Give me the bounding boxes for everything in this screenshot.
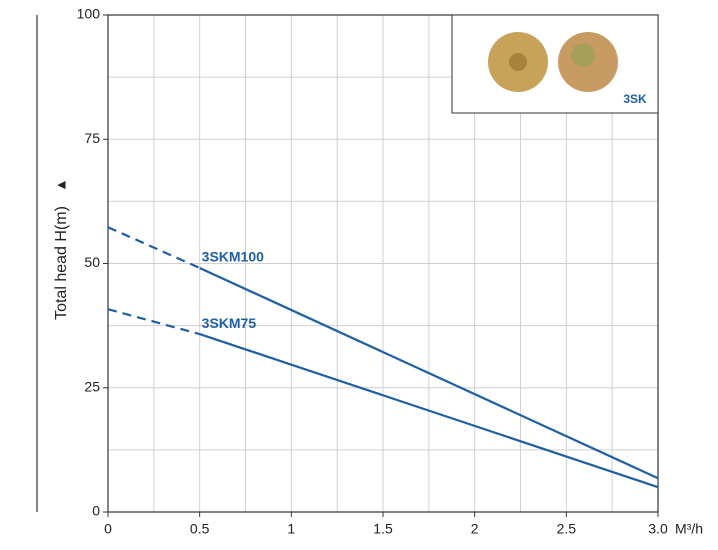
impeller-detail [571, 43, 595, 67]
x-tick-label: 1 [287, 521, 295, 537]
y-tick-label: 25 [84, 378, 100, 394]
y-axis-label: Total head H(m) [53, 206, 70, 320]
line-series [199, 333, 659, 489]
line-series [107, 308, 200, 336]
y-axis-arrow: ▲ [53, 178, 69, 192]
y-tick-label: 50 [84, 254, 100, 270]
y-tick-label: 0 [92, 503, 100, 519]
inset-box [451, 14, 659, 114]
line-series [107, 226, 201, 269]
x-tick-label: 2 [471, 521, 479, 537]
inset-label: 3SK [623, 92, 647, 106]
x-tick-label: 1.5 [373, 521, 393, 537]
inset: 3SK [451, 14, 659, 114]
x-unit: M³/h [675, 521, 703, 537]
y-tick-label: 75 [84, 130, 100, 146]
line-series [199, 266, 659, 480]
series-label: 3SKM100 [202, 249, 264, 265]
x-tick-label: 0 [104, 521, 112, 537]
plot-frame [107, 14, 659, 513]
y-tick-label: 100 [77, 6, 101, 22]
x-tick-label: 3.0 [648, 521, 668, 537]
x-tick-label: 0.5 [190, 521, 210, 537]
x-tick-label: 2.5 [557, 521, 577, 537]
series-label: 3SKM75 [202, 315, 257, 331]
impeller-hub [509, 53, 527, 71]
